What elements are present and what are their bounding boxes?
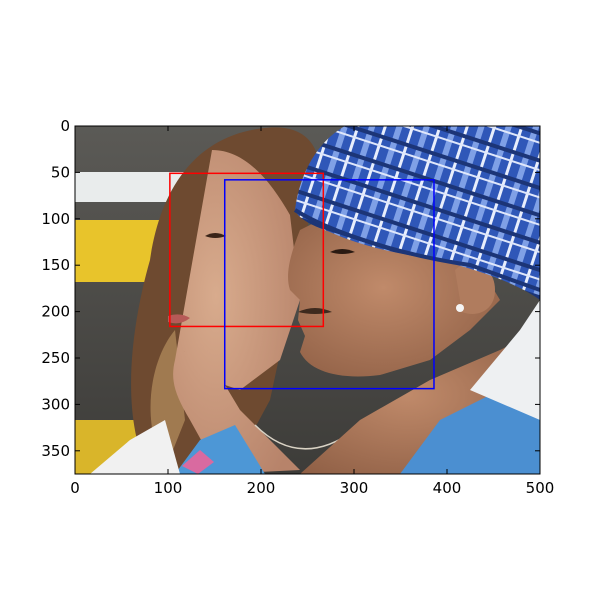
axes: 0 100 200 300 400 500 0 50 100 150 200 250 300 350 — [41, 117, 554, 497]
x-tick-label: 500 — [526, 479, 555, 497]
man-eye — [330, 249, 355, 254]
woman-sleeve — [90, 420, 180, 474]
y-tick-label: 100 — [41, 210, 70, 228]
photo — [75, 126, 540, 474]
man-cap — [295, 126, 540, 300]
man-earring — [456, 304, 464, 312]
woman-face — [160, 150, 300, 474]
y-tick-label: 250 — [41, 349, 70, 367]
red-box — [169, 172, 325, 328]
y-tick-label: 0 — [60, 117, 70, 135]
y-tick-label: 150 — [41, 256, 70, 274]
x-tick-label: 200 — [247, 479, 276, 497]
woman-top-pattern — [182, 450, 214, 474]
bounding-boxes — [169, 172, 435, 390]
woman-eye — [205, 233, 226, 238]
man-undershirt — [470, 300, 540, 420]
x-tick-label: 100 — [154, 479, 183, 497]
y-tick-label: 200 — [41, 303, 70, 321]
y-tick-label: 350 — [41, 442, 70, 460]
blue-box — [223, 179, 435, 390]
axes-frame — [74, 125, 541, 475]
x-tick-label: 300 — [340, 479, 369, 497]
x-tick-label: 400 — [433, 479, 462, 497]
x-tick-label: 0 — [70, 479, 80, 497]
y-tick-label: 50 — [51, 163, 70, 181]
man-ear — [455, 262, 495, 314]
man-cap-band — [293, 208, 540, 292]
y-tick-label: 300 — [41, 395, 70, 413]
woman-lips — [168, 314, 190, 324]
